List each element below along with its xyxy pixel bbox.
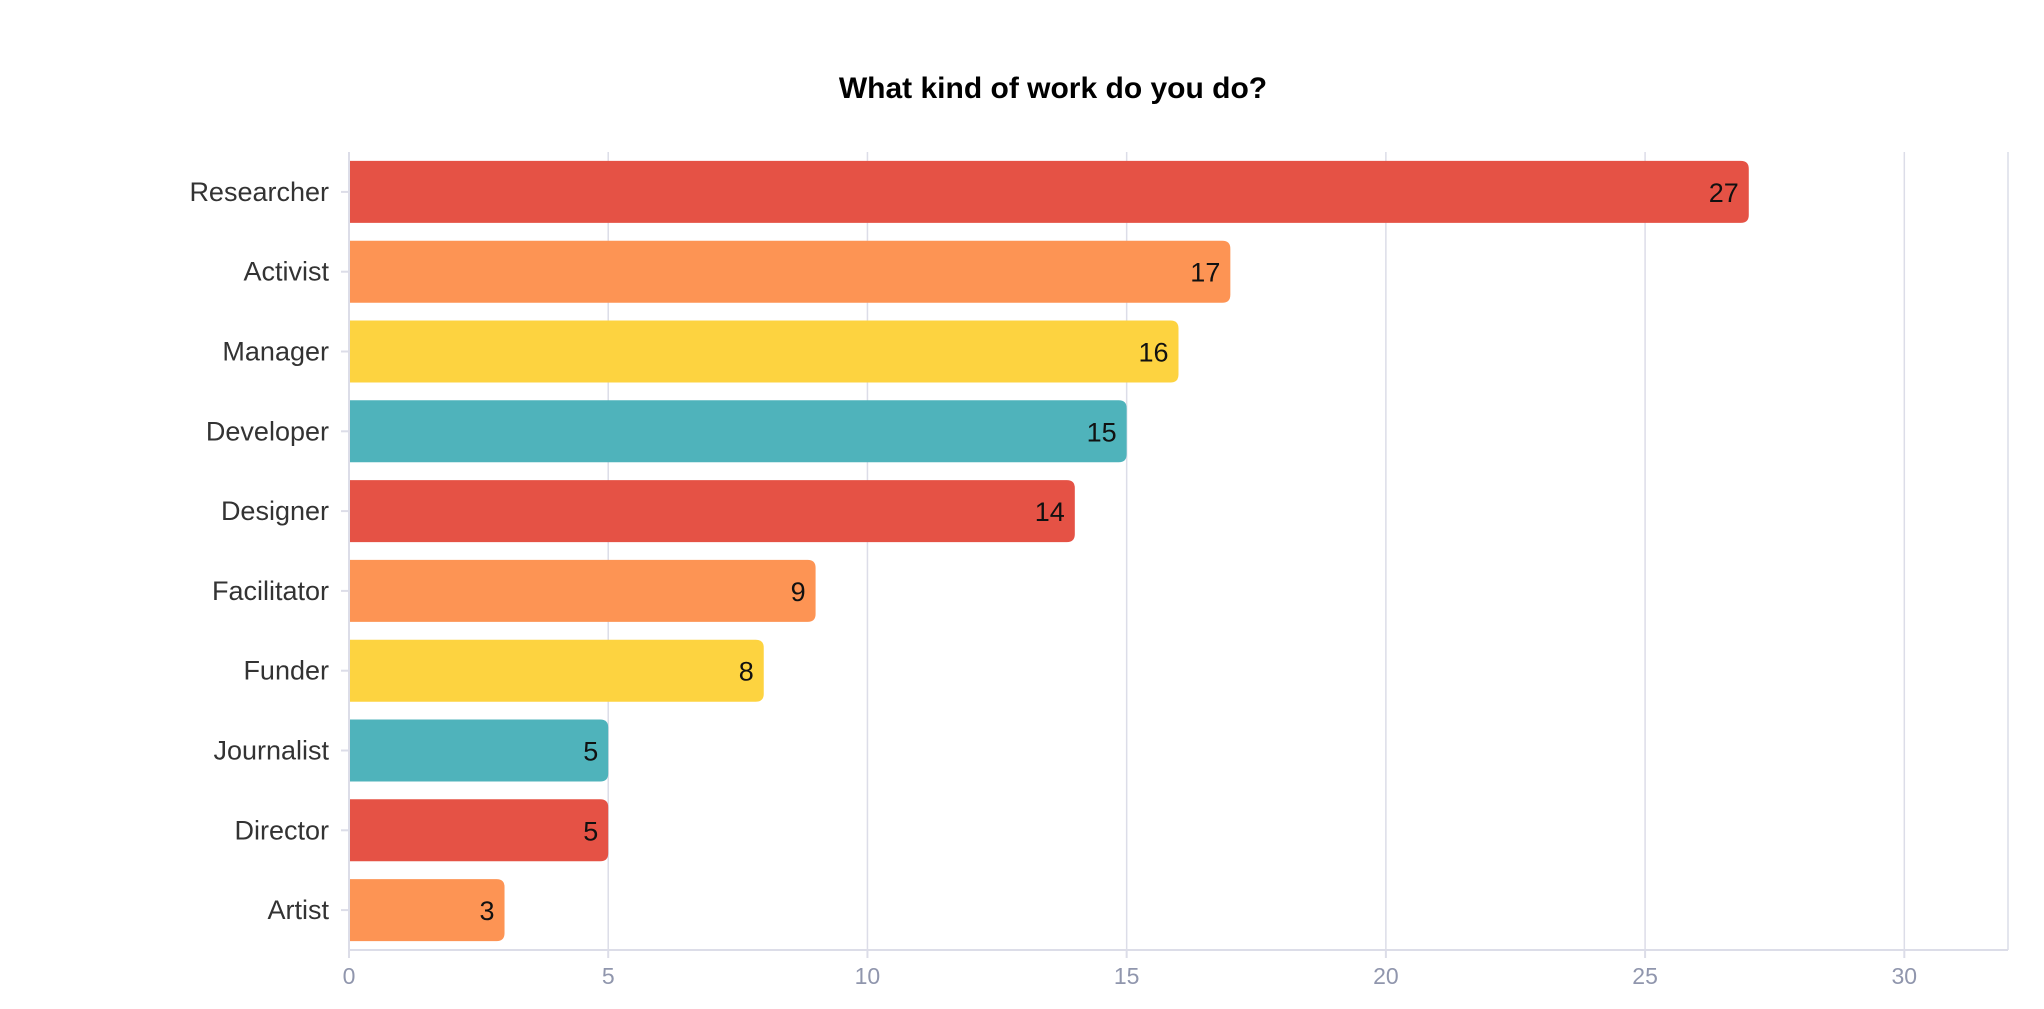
category-label-director: Director — [234, 815, 329, 845]
bar-director — [349, 799, 609, 862]
axis-layer: 0 5 10 15 20 25 30 Researcher Activist Manager Dev… — [189, 152, 2008, 989]
category-label-activist: Activist — [243, 257, 329, 287]
category-label-manager: Manager — [222, 337, 329, 367]
category-label-developer: Developer — [206, 416, 329, 446]
bar-facilitator — [349, 559, 816, 622]
category-label-facilitator: Facilitator — [212, 576, 329, 606]
value-label-director: 5 — [583, 816, 598, 846]
value-label-facilitator: 9 — [791, 577, 806, 607]
bar-manager — [349, 320, 1179, 383]
category-label-artist: Artist — [267, 895, 329, 925]
value-label-researcher: 27 — [1709, 178, 1739, 208]
x-tick-label-0: 0 — [343, 963, 356, 989]
bar-journalist — [349, 719, 609, 782]
x-tick-label-25: 25 — [1632, 963, 1658, 989]
x-tick-label-20: 20 — [1373, 963, 1399, 989]
bar-designer — [349, 480, 1075, 543]
bar-developer — [349, 400, 1127, 463]
value-label-manager: 16 — [1138, 338, 1168, 368]
bar-researcher — [349, 160, 1749, 223]
value-label-developer: 15 — [1087, 417, 1117, 447]
category-label-researcher: Researcher — [189, 177, 329, 207]
bars-layer: 27 17 16 15 14 9 8 5 5 3 — [349, 160, 1749, 942]
x-tick-label-15: 15 — [1114, 963, 1140, 989]
category-label-funder: Funder — [243, 656, 329, 686]
value-label-journalist: 5 — [583, 737, 598, 767]
bar-activist — [349, 240, 1231, 303]
x-tick-label-5: 5 — [602, 963, 615, 989]
x-tick-label-10: 10 — [855, 963, 881, 989]
x-tick-label-30: 30 — [1892, 963, 1918, 989]
value-label-activist: 17 — [1190, 258, 1220, 288]
chart-title: What kind of work do you do? — [839, 72, 1267, 105]
category-label-designer: Designer — [221, 496, 329, 526]
bar-funder — [349, 639, 764, 702]
value-label-funder: 8 — [739, 657, 754, 687]
category-label-journalist: Journalist — [213, 736, 329, 766]
value-label-designer: 14 — [1035, 497, 1065, 527]
bar-artist — [349, 879, 505, 942]
value-label-artist: 3 — [480, 896, 495, 926]
